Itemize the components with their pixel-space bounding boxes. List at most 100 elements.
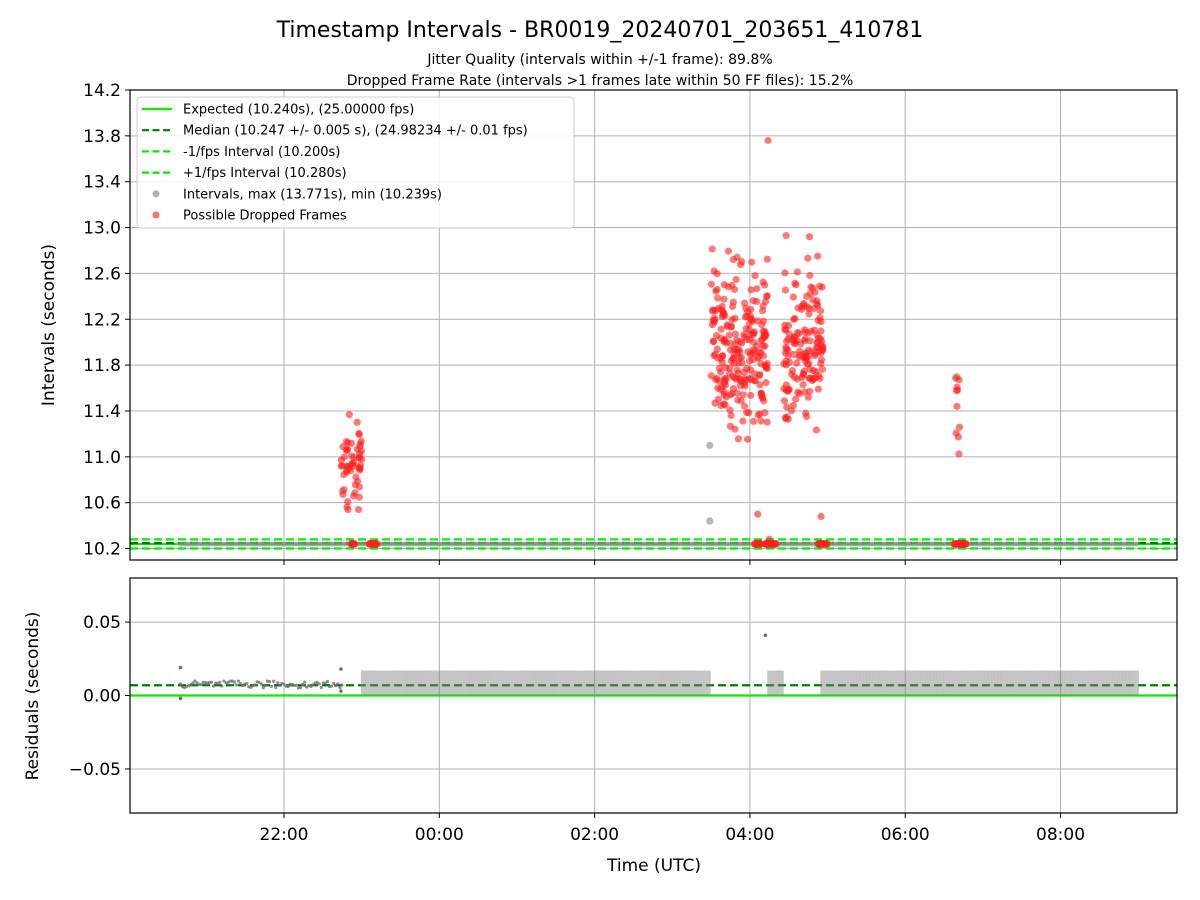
dropped-frame-point [794,388,802,396]
residual-point [232,680,236,684]
dropped-frame-point [757,417,765,425]
dropped-frame-point [784,387,792,396]
dropped-frame-point [731,330,740,338]
dropped-frame-point [729,372,737,380]
intervals-x-ticks [283,560,1062,565]
dropped-frame-point [729,298,737,306]
dropped-frame-point [952,429,960,437]
dropped-frame-point [750,338,758,347]
chart-title: Timestamp Intervals - BR0019_20240701_20… [276,18,924,43]
dropped-frame-point [813,300,821,308]
residual-point [332,681,336,686]
interval-outlier-point [706,441,714,449]
dropped-frame-point [347,439,355,447]
dropped-frame-point [343,462,351,470]
residual-outlier-point [339,689,343,693]
x-tick-label: 02:00 [570,825,619,845]
dropped-frame-point [350,540,359,548]
dropped-frame-point [952,374,960,382]
residual-point [212,684,216,688]
legend-items: Expected (10.240s), (25.00000 fps) Median… [142,103,528,224]
dropped-frame-point [741,333,749,341]
dropped-frame-point [817,359,825,368]
dropped-frame-point [780,397,789,405]
dropped-frame-point [793,375,801,383]
dropped-frame-point [720,400,728,408]
dropped-frame-point [817,327,825,335]
dropped-frame-point [344,498,352,506]
dropped-frame-point [795,353,803,361]
dropped-frame-point [732,275,740,284]
residuals-x-ticks: 22:00 00:00 02:00 04:00 06:00 08:00 [260,813,1085,845]
residual-point [278,683,282,687]
dropped-frame-point [762,379,770,387]
dropped-frame-point [720,337,728,345]
dropped-frame-point [782,381,790,389]
dropped-frame-point [739,417,747,425]
residual-point [294,683,299,687]
dropped-frame-point [761,409,769,417]
dropped-frame-point [751,272,759,280]
dropped-frame-point [372,540,381,548]
dropped-frame-point [805,310,813,318]
dropped-frame-point [756,381,764,389]
dropped-frame-point [733,366,741,374]
dropped-frame-point [799,371,808,379]
residuals-panel: −0.05 0.00 0.05 22:00 00:00 02:00 04:00 06:00 0… [23,577,1178,876]
legend-label: Intervals, max (13.771s), min (10.239s) [183,187,442,202]
dropped-frame-point [707,280,715,288]
residuals-reference-lines [130,684,1177,697]
dropped-frame-point [726,391,734,399]
dropped-frame-point [750,377,759,385]
dropped-frame-point [793,359,801,367]
residual-point [234,683,238,687]
dropped-frame-point [727,411,735,420]
dropped-frame-point [720,390,728,399]
dropped-frame-point [791,314,799,322]
dropped-frame-point [726,406,734,414]
dropped-frame-point [729,355,737,363]
dropped-frame-point [719,352,727,360]
dropped-frame-point [734,396,742,404]
dropped-frame-point [726,339,734,347]
residual-point [191,681,195,685]
dropped-frame-point [822,540,831,548]
x-tick-label: 22:00 [260,825,309,845]
residuals-y-axis-label: Residuals (seconds) [23,612,43,781]
dropped-frame-point [781,321,789,329]
dropped-frame-point [755,352,763,361]
dropped-frame-point [753,285,761,293]
intervals-legend: Expected (10.240s), (25.00000 fps) Median… [136,96,575,229]
dropped-frame-point [714,294,722,302]
dropped-frame-point [713,285,721,294]
y-tick-label: 0.00 [83,687,121,707]
legend-label: -1/fps Interval (10.200s) [183,145,340,160]
intervals-y-ticks: 10.2 10.6 11.0 11.4 11.8 12.2 12.6 13.0 13.4 13.8… [83,81,130,560]
chart-subtitle-jitter: Jitter Quality (intervals within +/-1 fr… [426,52,772,68]
x-axis-label: Time (UTC) [606,856,701,876]
dropped-frame-point [814,252,822,260]
residual-point [253,683,257,687]
dropped-frame-point [784,335,792,343]
dropped-frame-point [708,245,716,253]
residual-point [301,682,305,686]
dropped-frame-point [806,387,814,395]
dropped-frame-point [764,136,772,145]
dropped-frame-point [718,383,727,391]
dropped-frame-point [806,374,814,382]
interval-point [1134,541,1140,547]
y-tick-label: −0.05 [69,760,121,780]
dropped-frame-point [793,268,801,276]
dropped-frame-point [746,312,755,320]
dropped-frame-point [814,385,822,393]
legend-marker [152,190,160,198]
dropped-frame-point [718,358,726,367]
dropped-frame-point [798,302,806,311]
dropped-frame-point [749,417,758,425]
residual-point [319,685,323,690]
dropped-frame-point [758,307,767,315]
residual-point [236,679,241,683]
dropped-frame-point [340,453,348,461]
dropped-frame-point [756,370,764,379]
dropped-frame-point [715,364,724,372]
